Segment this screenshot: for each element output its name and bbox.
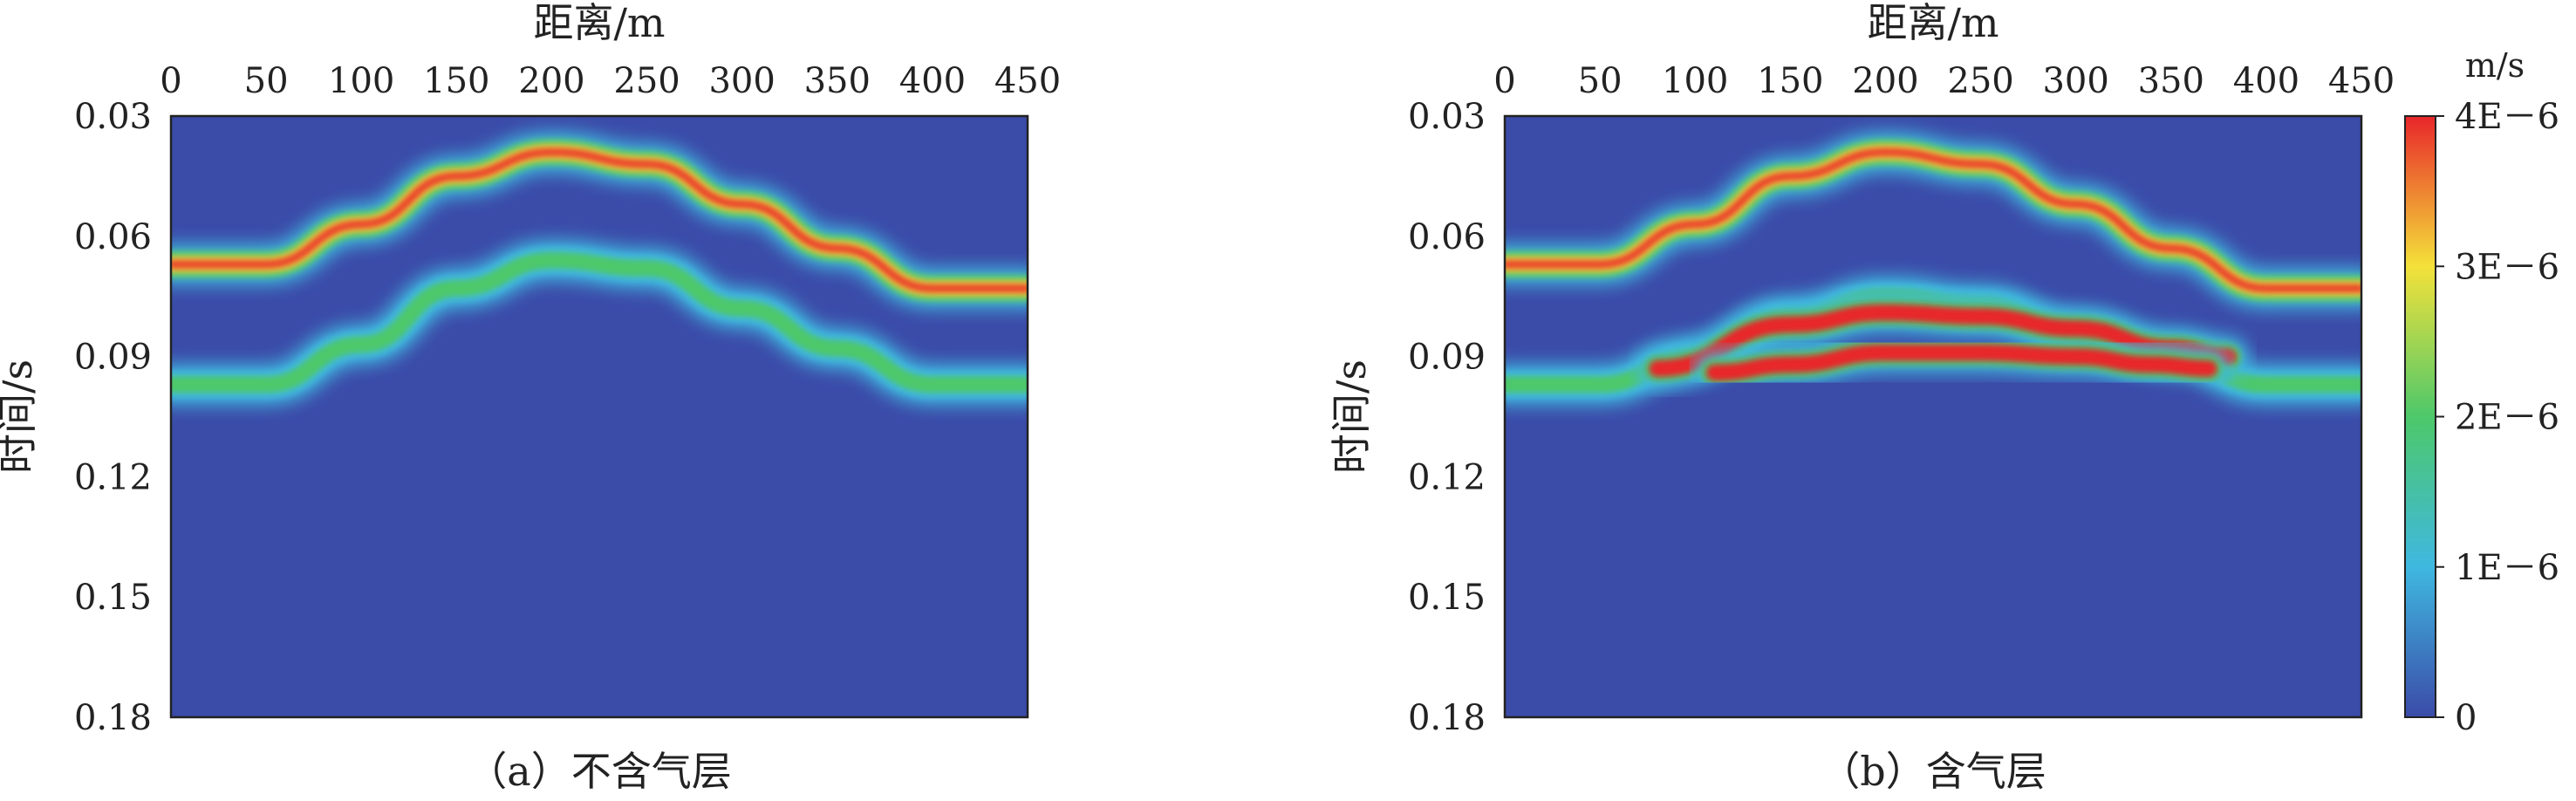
- x-tick-label: 250: [1947, 61, 2013, 101]
- x-tick-label: 150: [1757, 61, 1823, 101]
- x-tick-label: 100: [328, 61, 394, 101]
- x-tick-label: 450: [2328, 61, 2395, 101]
- panel-caption: （b）含气层: [1820, 748, 2046, 795]
- x-tick-label: 150: [423, 61, 489, 101]
- y-tick-labels: 0.03 0.06 0.09 0.12 0.15 0.18: [1408, 97, 1517, 738]
- y-tick-label: 0.06: [74, 217, 152, 257]
- amplitude-band: [171, 147, 1028, 293]
- y-tick-label: 0.06: [1408, 217, 1486, 257]
- x-tick-label: 50: [1578, 61, 1623, 101]
- heatmap-background: [1505, 116, 2361, 717]
- plot-frame: [1503, 114, 2363, 719]
- reflector-lower-reflector: [171, 240, 1028, 405]
- y-tick-label: 0.15: [74, 578, 152, 618]
- x-tick-label: 350: [804, 61, 871, 101]
- y-tick-label: 0.18: [1408, 698, 1486, 738]
- colorbar-tick-label: 4E－6: [2455, 97, 2559, 137]
- x-axis-label: 距离/m: [533, 0, 665, 46]
- amplitude-band: [171, 256, 1028, 389]
- x-axis-label: 距离/m: [1867, 0, 1999, 46]
- y-tick-label: 0.03: [74, 97, 152, 137]
- x-tick-label: 100: [1662, 61, 1728, 101]
- reflector-gas-layer-bottom: [1694, 332, 2230, 393]
- x-tick-label: 350: [2138, 61, 2204, 101]
- x-tick-label: 0: [1493, 61, 1515, 101]
- y-tick-label: 0.09: [74, 338, 152, 378]
- y-tick-label: 0.18: [74, 698, 152, 738]
- colorbar-tick-label: 3E－6: [2455, 247, 2559, 287]
- x-tick-label: 200: [518, 61, 584, 101]
- heatmap-plot: [169, 114, 1029, 719]
- x-tick-label: 0: [160, 61, 181, 101]
- x-tick-label: 200: [1852, 61, 1918, 101]
- colorbar: m/s 4E－6 3E－6 2E－6 1E－6 0: [2404, 46, 2559, 738]
- x-tick-labels: 0 50 100 150 200 250 300 350 400 450: [160, 61, 1061, 101]
- colorbar-gradient: [2404, 115, 2436, 718]
- y-tick-label: 0.09: [1408, 338, 1486, 378]
- x-tick-label: 300: [708, 61, 775, 101]
- panel-caption: （a）不含气层: [467, 748, 731, 795]
- x-tick-labels: 0 50 100 150 200 250 300 350 400 450: [1493, 61, 2395, 101]
- x-tick-label: 50: [244, 61, 289, 101]
- colorbar-tick-label: 2E－6: [2455, 398, 2559, 438]
- x-tick-label: 450: [994, 61, 1061, 101]
- y-axis-label: 时间/s: [0, 359, 41, 474]
- colorbar-tick-label: 1E－6: [2455, 548, 2559, 588]
- y-tick-label: 0.03: [1408, 97, 1486, 137]
- y-axis-label: 时间/s: [1328, 359, 1375, 474]
- colorbar-unit: m/s: [2465, 46, 2525, 85]
- colorbar-tick-labels: 4E－6 3E－6 2E－6 1E－6 0: [2436, 97, 2559, 738]
- heatmap-plot: [1503, 114, 2363, 719]
- reflector-upper-reflector: [171, 132, 1028, 309]
- heatmap-background: [171, 116, 1028, 717]
- y-tick-labels: 0.03 0.06 0.09 0.12 0.15 0.18: [74, 97, 183, 738]
- amplitude-band: [1505, 147, 2361, 293]
- x-tick-label: 400: [899, 61, 966, 101]
- x-tick-label: 300: [2042, 61, 2108, 101]
- reflector-upper-reflector: [1505, 132, 2361, 309]
- panel-b: 距离/m 0 50 100 150 200 250 300 350 400 450 0.030.0…: [1328, 0, 2395, 795]
- plot-frame: [169, 114, 1029, 719]
- x-tick-label: 400: [2233, 61, 2299, 101]
- x-tick-label: 250: [613, 61, 680, 101]
- panel-a: 距离/m 0 50 100 150 200 250 300 350 400 450 0.030.0…: [0, 0, 1061, 795]
- colorbar-tick-label: 0: [2455, 698, 2477, 738]
- y-tick-label: 0.12: [74, 457, 152, 497]
- y-tick-label: 0.15: [1408, 578, 1486, 618]
- amplitude-band: [1710, 348, 2213, 377]
- y-tick-label: 0.12: [1408, 457, 1486, 497]
